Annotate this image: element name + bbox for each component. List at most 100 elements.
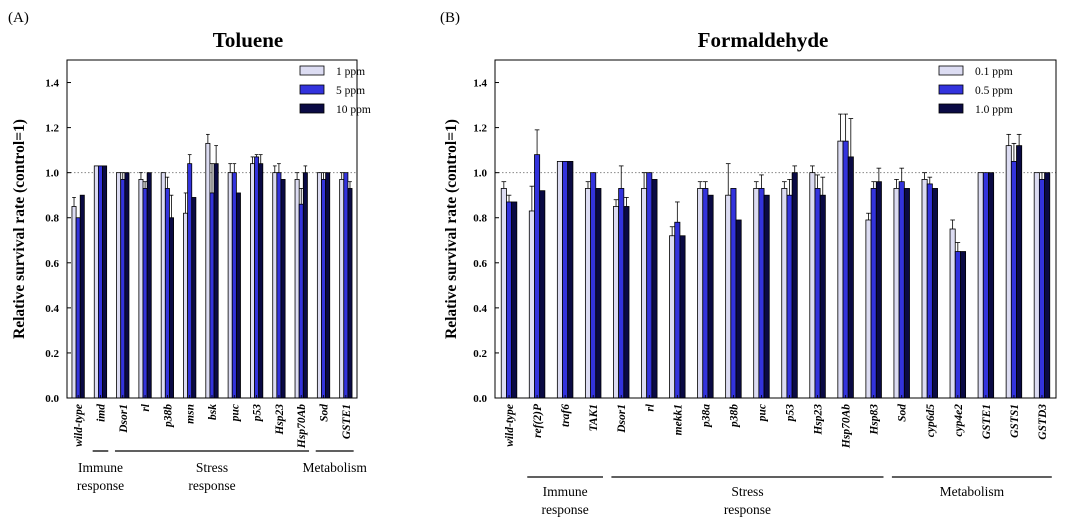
- x-tick-label: puc: [229, 404, 241, 422]
- bar: [646, 172, 653, 399]
- bar: [227, 172, 233, 399]
- bar: [191, 197, 197, 399]
- group-label: Immune: [543, 484, 588, 499]
- legend-swatch: [938, 65, 964, 76]
- bar: [1016, 145, 1023, 399]
- bar: [988, 172, 995, 399]
- bar: [231, 172, 237, 399]
- bar: [960, 251, 967, 399]
- bar: [926, 183, 933, 399]
- bar: [213, 163, 219, 399]
- bar: [339, 179, 345, 399]
- x-tick-label: Sod: [319, 404, 331, 422]
- bar: [618, 188, 625, 399]
- x-tick-label: cyp6d5: [925, 404, 937, 437]
- bar: [763, 194, 770, 399]
- bar: [325, 172, 331, 399]
- y-tick-label: 0.6: [473, 258, 487, 270]
- x-tick-label: rl: [644, 403, 656, 411]
- group-label: Stress: [731, 484, 763, 499]
- bar: [562, 160, 569, 399]
- bar: [75, 217, 81, 399]
- y-tick-label: 1.4: [473, 78, 487, 90]
- group-label: Metabolism: [302, 460, 367, 475]
- x-tick-label: Hsp23: [274, 404, 286, 436]
- x-tick-label: Dsor1: [616, 404, 628, 434]
- legend-swatch: [299, 84, 325, 95]
- x-tick-label: imd: [95, 404, 107, 422]
- panel-b-title: Formaldehyde: [698, 28, 829, 52]
- toluene-chart: 0.0 0.2 0.4 0.6 0.8 1.0 1.2 1.4 wild-type imd Dsor…: [11, 59, 371, 493]
- x-tick-label: traf6: [560, 404, 572, 427]
- bar: [120, 179, 126, 399]
- bar: [697, 188, 704, 399]
- panel-a-title: Toluene: [213, 28, 283, 52]
- bar: [921, 179, 928, 399]
- bar: [294, 179, 300, 399]
- bar: [302, 172, 308, 399]
- group-label: response: [77, 478, 124, 493]
- bar: [347, 188, 353, 399]
- y-tick-label: 0.4: [473, 303, 487, 315]
- group-label: Stress: [196, 460, 228, 475]
- group-label: Immune: [78, 460, 123, 475]
- bar: [187, 163, 193, 399]
- bar: [254, 156, 260, 399]
- bar: [651, 179, 658, 399]
- x-tick-label: GSTE1: [341, 404, 353, 439]
- bar: [702, 188, 709, 399]
- x-tick-label: p38b: [162, 404, 174, 428]
- bar: [847, 156, 854, 399]
- y-tick-label: 1.2: [473, 123, 487, 135]
- legend-label: 1 ppm: [336, 66, 365, 78]
- group-label: Metabolism: [940, 484, 1005, 499]
- bar: [539, 190, 546, 399]
- legend-label: 10 ppm: [336, 104, 371, 116]
- x-tick-label: p38b: [728, 404, 740, 428]
- bar: [725, 194, 732, 399]
- x-tick-label: p53: [252, 404, 264, 423]
- bar: [534, 154, 541, 399]
- bar: [258, 163, 264, 399]
- y-tick-label: 1.4: [45, 78, 59, 90]
- x-tick-label: mekk1: [672, 404, 684, 435]
- x-tick-label: Hsp83: [869, 404, 881, 436]
- bar: [1010, 160, 1017, 399]
- bar: [316, 172, 322, 399]
- bar: [93, 165, 99, 399]
- bar: [205, 142, 211, 399]
- x-tick-label: rl: [140, 403, 152, 411]
- x-tick-label: Sod: [897, 404, 909, 422]
- group-label: response: [542, 502, 589, 517]
- bar: [1005, 145, 1012, 399]
- y-tick-label: 0.8: [473, 213, 487, 225]
- formaldehyde-chart: 0.0 0.2 0.4 0.6 0.8 1.0 1.2 1.4 wild-type ref(2)P…: [443, 59, 1057, 517]
- bar: [977, 172, 984, 399]
- bar: [898, 181, 905, 399]
- bar: [893, 188, 900, 399]
- bar: [183, 212, 189, 399]
- bar: [669, 235, 676, 399]
- bar: [674, 221, 681, 399]
- bar: [758, 188, 765, 399]
- bar: [321, 179, 327, 399]
- bar: [511, 201, 518, 399]
- bar: [837, 140, 844, 399]
- x-tick-label: TAK1: [588, 404, 600, 431]
- bar: [235, 192, 241, 399]
- bar: [272, 172, 278, 399]
- x-tick-label: GSTS1: [1009, 404, 1021, 438]
- y-tick-label: 0.0: [473, 393, 487, 405]
- bar: [146, 172, 152, 399]
- bar: [298, 203, 304, 399]
- legend-swatch: [938, 84, 964, 95]
- bar: [584, 188, 591, 399]
- x-tick-label: p38a: [700, 404, 712, 428]
- x-tick-label: msn: [185, 404, 197, 424]
- bar: [641, 188, 648, 399]
- bar: [160, 172, 166, 399]
- bar: [814, 188, 821, 399]
- bar: [116, 172, 122, 399]
- y-tick-label: 0.2: [473, 348, 487, 360]
